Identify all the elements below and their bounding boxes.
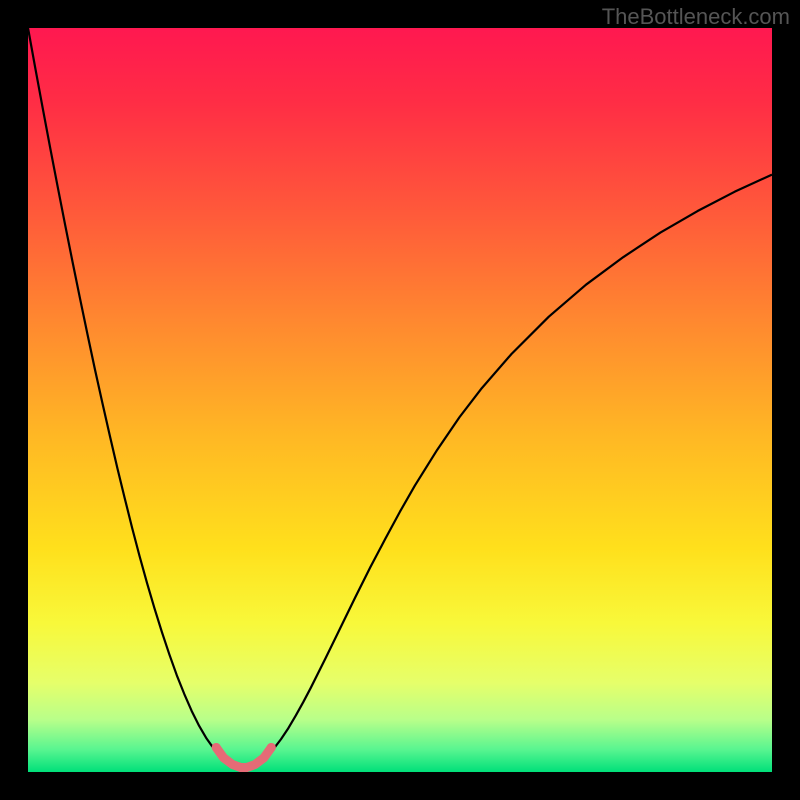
valley-marker-dot	[212, 743, 221, 752]
watermark-text: TheBottleneck.com	[602, 4, 790, 30]
valley-marker-dot	[267, 743, 276, 752]
chart-container	[0, 0, 800, 800]
gradient-background	[28, 28, 772, 772]
bottleneck-chart	[0, 0, 800, 800]
